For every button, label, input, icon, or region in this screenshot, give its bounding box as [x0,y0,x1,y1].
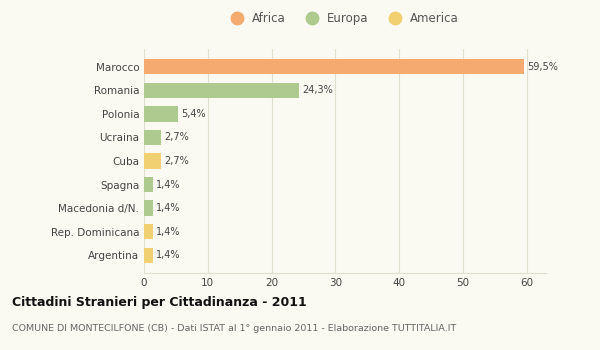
Bar [144,247,153,263]
Text: 2,7%: 2,7% [164,156,189,166]
Legend: Africa, Europa, America: Africa, Europa, America [220,8,464,30]
Bar [144,59,524,75]
Text: 1,4%: 1,4% [156,227,181,237]
Text: 2,7%: 2,7% [164,132,189,142]
Bar [144,177,153,192]
Text: COMUNE DI MONTECILFONE (CB) - Dati ISTAT al 1° gennaio 2011 - Elaborazione TUTTI: COMUNE DI MONTECILFONE (CB) - Dati ISTAT… [12,324,456,333]
Text: Cittadini Stranieri per Cittadinanza - 2011: Cittadini Stranieri per Cittadinanza - 2… [12,296,307,309]
Bar [144,83,299,98]
Text: 24,3%: 24,3% [302,85,333,95]
Text: 5,4%: 5,4% [182,109,206,119]
Bar [144,201,153,216]
Bar [144,224,153,239]
Bar [144,130,161,145]
Text: 59,5%: 59,5% [527,62,558,72]
Text: 1,4%: 1,4% [156,250,181,260]
Text: 1,4%: 1,4% [156,180,181,190]
Bar [144,106,178,121]
Text: 1,4%: 1,4% [156,203,181,213]
Bar [144,153,161,169]
